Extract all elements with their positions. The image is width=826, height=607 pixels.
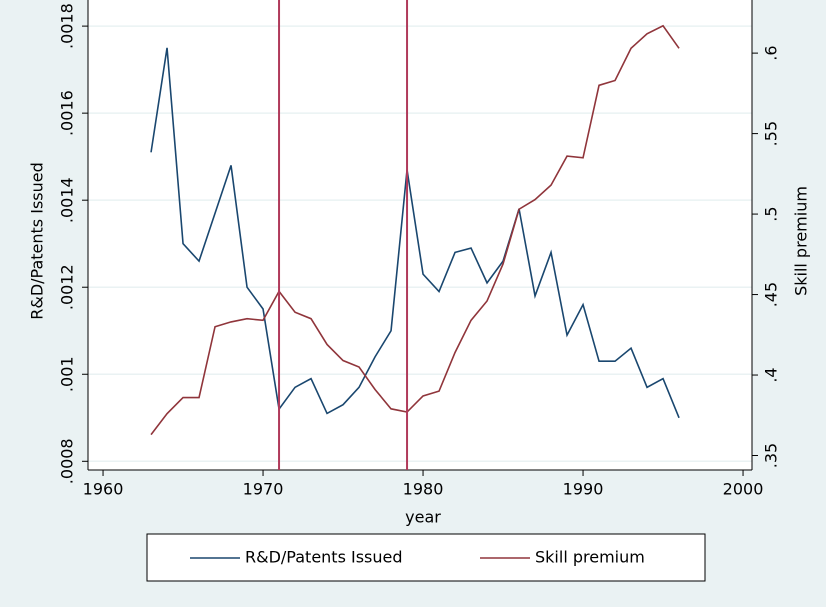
series-line <box>150 24 680 436</box>
y2-axis-title: Skill premium <box>792 186 811 296</box>
series-line <box>150 47 680 419</box>
y-tick-label: .0018 <box>58 3 77 49</box>
y-tick-label: .0016 <box>58 90 77 136</box>
y-axis-title: R&D/Patents Issued <box>28 162 47 320</box>
y-tick-label: .0008 <box>58 438 77 484</box>
y2-tick-label: .35 <box>762 443 781 468</box>
x-tick-label: 1960 <box>83 480 124 499</box>
y2-tick-label: .45 <box>762 282 781 307</box>
y2-tick-label: .55 <box>762 121 781 146</box>
y-tick-label: .001 <box>58 356 77 392</box>
legend-label: R&D/Patents Issued <box>245 548 403 567</box>
plot-area <box>88 0 752 470</box>
y2-tick-label: .4 <box>762 367 781 382</box>
y2-tick-label: .6 <box>762 45 781 60</box>
x-tick-label: 2000 <box>723 480 764 499</box>
x-axis-title: year <box>405 508 441 527</box>
legend-label: Skill premium <box>535 548 645 567</box>
x-tick-label: 1970 <box>243 480 284 499</box>
x-tick-label: 1990 <box>563 480 604 499</box>
y2-tick-label: .5 <box>762 206 781 221</box>
y-tick-label: .0012 <box>58 264 77 310</box>
y-tick-label: .0014 <box>58 177 77 223</box>
x-tick-label: 1980 <box>403 480 444 499</box>
